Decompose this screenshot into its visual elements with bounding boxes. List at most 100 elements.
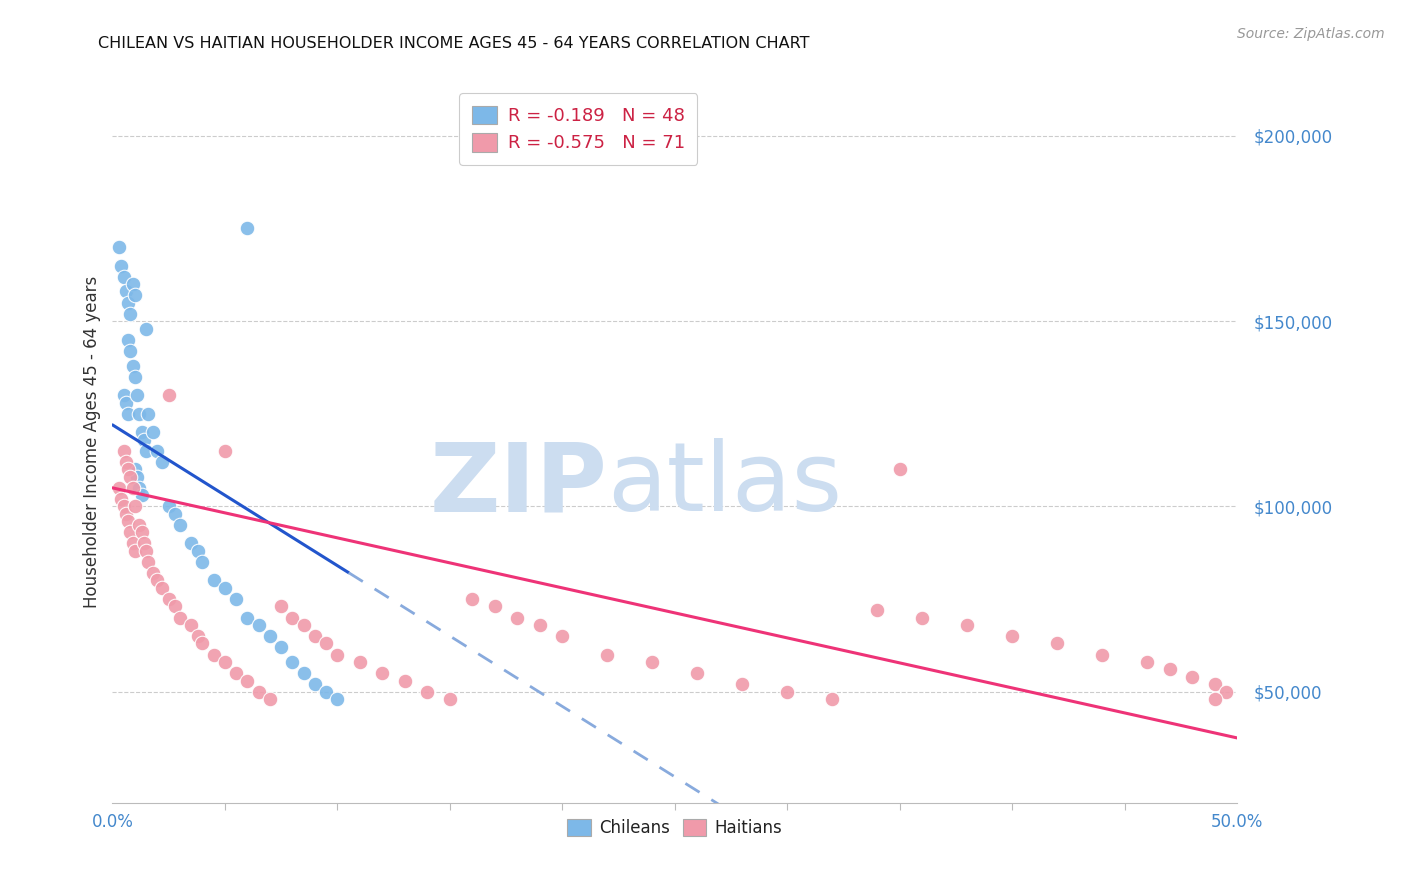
Point [225, 666, 247, 681]
Point [191, 636, 214, 650]
Point [112, 269, 135, 284]
Point [236, 673, 259, 688]
Point [131, 488, 153, 502]
Point [138, 407, 160, 421]
Point [115, 507, 138, 521]
Point [1136, 655, 1159, 669]
Point [121, 277, 143, 291]
Point [1204, 677, 1226, 691]
Point [214, 443, 236, 458]
Point [121, 359, 143, 373]
Point [191, 555, 214, 569]
Point [131, 525, 153, 540]
Point [1181, 670, 1204, 684]
Point [1091, 648, 1114, 662]
Point [315, 636, 337, 650]
Point [596, 648, 619, 662]
Text: Source: ZipAtlas.com: Source: ZipAtlas.com [1237, 27, 1385, 41]
Point [142, 566, 165, 580]
Point [131, 425, 153, 440]
Point [1204, 692, 1226, 706]
Point [371, 666, 394, 681]
Point [112, 443, 135, 458]
Point [866, 603, 889, 617]
Point [132, 433, 155, 447]
Point [117, 295, 139, 310]
Point [117, 462, 139, 476]
Point [135, 321, 157, 335]
Legend: Chileans, Haitians: Chileans, Haitians [560, 810, 790, 845]
Point [138, 555, 160, 569]
Point [461, 592, 484, 607]
Point [187, 544, 209, 558]
Point [911, 610, 934, 624]
Point [247, 618, 270, 632]
Point [150, 581, 173, 595]
Point [889, 462, 911, 476]
Point [270, 599, 292, 614]
Point [117, 407, 139, 421]
Point [202, 574, 225, 588]
Point [169, 610, 191, 624]
Point [281, 655, 304, 669]
Point [108, 481, 131, 495]
Point [225, 592, 247, 607]
Point [165, 599, 187, 614]
Point [686, 666, 709, 681]
Point [304, 677, 326, 691]
Point [115, 455, 138, 469]
Point [157, 592, 180, 607]
Point [1001, 629, 1024, 643]
Point [180, 618, 202, 632]
Point [349, 655, 371, 669]
Point [956, 618, 979, 632]
Point [439, 692, 461, 706]
Point [821, 692, 844, 706]
Point [124, 288, 146, 302]
Point [108, 240, 131, 254]
Text: CHILEAN VS HAITIAN HOUSEHOLDER INCOME AGES 45 - 64 YEARS CORRELATION CHART: CHILEAN VS HAITIAN HOUSEHOLDER INCOME AG… [98, 36, 810, 51]
Point [247, 684, 270, 698]
Point [1159, 662, 1181, 676]
Point [259, 692, 281, 706]
Point [270, 640, 292, 655]
Point [110, 491, 132, 506]
Point [127, 388, 149, 402]
Point [416, 684, 439, 698]
Point [259, 629, 281, 643]
Point [236, 221, 259, 235]
Point [484, 599, 506, 614]
Point [1046, 636, 1069, 650]
Point [292, 666, 315, 681]
Point [281, 610, 304, 624]
Point [115, 395, 138, 409]
Point [187, 629, 209, 643]
Point [124, 500, 146, 514]
Point [150, 455, 173, 469]
Y-axis label: Householder Income Ages 45 - 64 years: Householder Income Ages 45 - 64 years [83, 276, 101, 607]
Point [117, 514, 139, 528]
Point [112, 388, 135, 402]
Point [641, 655, 664, 669]
Point [112, 500, 135, 514]
Point [132, 536, 155, 550]
Point [120, 469, 142, 483]
Point [120, 307, 142, 321]
Point [551, 629, 574, 643]
Point [135, 544, 157, 558]
Point [128, 517, 150, 532]
Point [120, 525, 142, 540]
Point [169, 517, 191, 532]
Text: atlas: atlas [607, 438, 842, 532]
Point [121, 536, 143, 550]
Point [214, 655, 236, 669]
Point [121, 481, 143, 495]
Point [315, 684, 337, 698]
Point [292, 618, 315, 632]
Point [236, 610, 259, 624]
Point [127, 469, 149, 483]
Point [115, 285, 138, 299]
Point [120, 343, 142, 358]
Point [135, 443, 157, 458]
Point [326, 692, 349, 706]
